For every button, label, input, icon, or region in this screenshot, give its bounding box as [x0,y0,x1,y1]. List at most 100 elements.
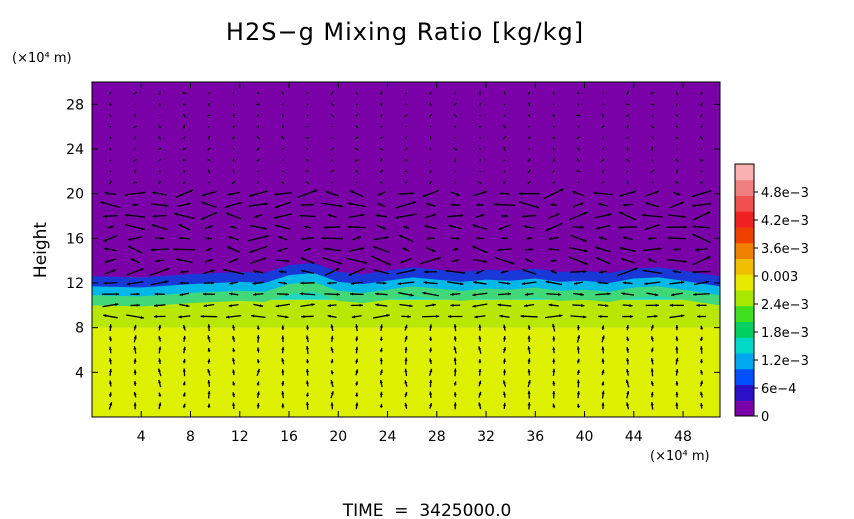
x-tick-label: 12 [231,429,249,445]
wind-vector [258,125,259,128]
wind-vector [332,126,333,127]
wind-vector [479,171,480,172]
wind-vector [677,169,678,173]
wind-vector [677,148,678,149]
wind-vector [159,91,160,95]
wind-vector [257,115,259,116]
wind-vector [208,115,211,116]
colorbar-swatch [735,259,754,275]
wind-vector [110,126,111,127]
wind-vector [576,115,580,116]
wind-vector [652,160,653,161]
wind-vector [603,170,604,173]
wind-vector [330,171,333,172]
chart-title: H2S−g Mixing Ratio [kg/kg] [226,18,584,46]
wind-vector [652,182,653,184]
wind-vector [552,138,555,139]
wind-vector [651,104,654,105]
y-tick-label: 12 [66,276,84,292]
wind-vector [307,115,308,116]
footer-time: TIME = 3425000.0 [342,501,512,519]
wind-vector [135,137,136,140]
y-tick-label: 20 [66,187,84,203]
wind-vector [603,181,604,183]
wind-vector [553,104,554,105]
wind-vector [455,92,456,94]
colorbar-swatch [735,196,754,212]
y-axis-label: Height [31,222,51,279]
colorbar-swatch [735,306,754,322]
wind-vector [479,137,480,138]
wind-vector [355,171,358,172]
colorbar-swatch [735,322,754,338]
wind-vector [603,92,604,94]
wind-vector [553,171,555,172]
colorbar-swatch [735,337,754,353]
x-tick-label: 16 [280,429,298,445]
colorbar-swatch [735,211,754,227]
wind-vector [677,103,678,105]
wind-vector [627,147,628,150]
wind-vector [208,160,211,161]
wind-vector [233,169,234,173]
wind-vector [405,115,408,116]
wind-vector [578,104,579,105]
y-tick-label: 24 [66,142,84,158]
colorbar-label: 1.8e−3 [761,326,809,341]
wind-vector [233,93,234,94]
x-unit-label: (×10⁴ m) [650,449,710,464]
wind-vector [159,181,160,184]
colorbar: 4.8e−34.2e−33.6e−30.0032.4e−31.8e−31.2e−… [735,164,809,425]
wind-vector [331,138,332,139]
colorbar-swatch [735,290,754,306]
y-tick-label: 8 [75,321,84,337]
wind-vector [405,182,407,183]
wind-vector [110,160,112,161]
wind-vector [627,125,628,128]
wind-vector [307,149,309,150]
colorbar-label: 0 [761,410,769,425]
wind-vector [135,114,136,117]
colorbar-label: 4.2e−3 [761,214,809,229]
wind-vector [381,126,383,127]
wind-vector [183,104,185,105]
wind-vector [209,136,210,139]
colorbar-label: 1.2e−3 [761,354,809,369]
wind-vector [306,182,309,183]
x-tick-label: 40 [576,429,594,445]
colorbar-swatch [735,400,754,416]
wind-vector [406,126,407,127]
x-tick-label: 28 [428,429,446,445]
wind-vector [603,148,604,150]
wind-vector [257,104,260,105]
wind-vector [331,160,332,161]
wind-vector [430,160,431,161]
wind-vector [677,92,678,95]
colorbar-swatch [735,353,754,369]
x-tick-label: 24 [379,429,397,445]
wind-vector [603,137,604,138]
colorbar-swatch [735,369,754,385]
x-tick-label: 4 [137,429,146,445]
x-tick-label: 36 [526,429,544,445]
wind-vector [553,159,554,162]
wind-vector [553,181,554,183]
colorbar-swatch [735,243,754,259]
wind-vector [381,103,382,106]
wind-vector [627,171,628,172]
wind-vector [208,126,209,127]
wind-vector [504,115,506,116]
wind-vector [233,115,235,116]
field-layer-middle [92,300,720,328]
wind-vector [307,126,308,127]
y-tick-label: 4 [75,365,84,381]
wind-vector [455,126,456,128]
x-tick-label: 48 [674,429,692,445]
colorbar-swatch [735,385,754,401]
colorbar-label: 2.4e−3 [761,298,809,313]
colorbar-label: 4.8e−3 [761,186,809,201]
y-tick-label: 28 [66,97,84,113]
wind-vector [282,148,284,149]
y-unit-label: (×10⁴ m) [12,51,72,66]
